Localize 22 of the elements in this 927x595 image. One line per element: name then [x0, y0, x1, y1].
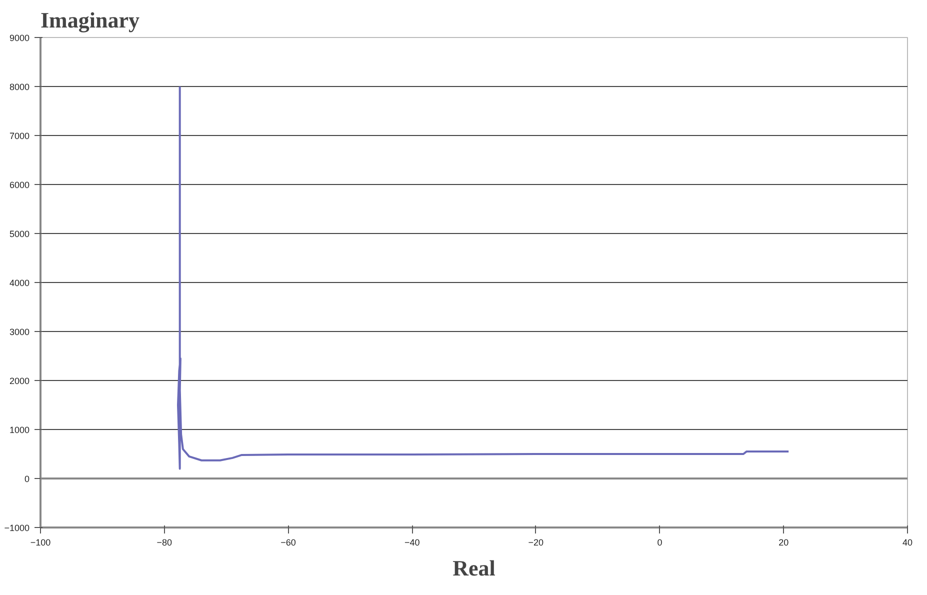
y-tick-label: 0: [24, 474, 30, 484]
line-series: [176, 86, 790, 470]
y-tick-label: 3000: [9, 327, 30, 337]
y-tick-label: 2000: [9, 376, 30, 386]
y-tick-label: 7000: [9, 131, 30, 141]
y-tick-label: 8000: [9, 82, 30, 92]
y-tick-label: 9000: [9, 33, 30, 43]
x-tick-label: −80: [156, 538, 172, 548]
x-tick-label: 0: [657, 538, 662, 548]
y-tick-label: 1000: [9, 425, 30, 435]
x-tick-label: −40: [404, 538, 420, 548]
y-axis-title: Imaginary: [40, 8, 140, 32]
y-tick-label: 6000: [9, 180, 30, 190]
y-tick-label: 4000: [9, 278, 30, 288]
x-tick-label: 20: [778, 538, 789, 548]
x-axis-title: Real: [452, 556, 496, 580]
x-tick-label: −60: [280, 538, 296, 548]
x-tick-label: −20: [528, 538, 544, 548]
y-tick-label: 5000: [9, 229, 30, 239]
x-tick-label: −100: [30, 538, 51, 548]
y-tick-label: −1000: [4, 523, 30, 533]
x-tick-label: 40: [902, 538, 913, 548]
